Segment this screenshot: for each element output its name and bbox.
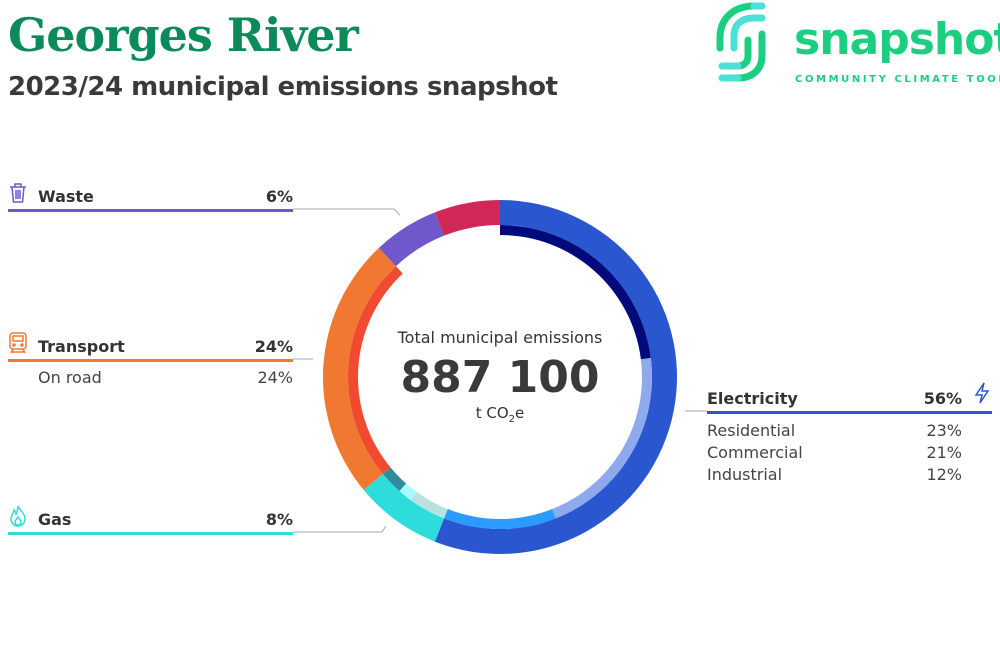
waste-connector: [293, 208, 401, 216]
category-percent: 6%: [265, 187, 293, 206]
unit-subscript: 2: [508, 414, 516, 425]
total-unit: t CO2e: [380, 404, 620, 425]
category-electricity: Electricity 56% Residential 23% Commercia…: [707, 382, 992, 486]
trash-icon: [10, 183, 26, 203]
page-subtitle: 2023/24 municipal emissions snapshot: [8, 72, 558, 102]
subcategory-row: On road 24%: [8, 367, 293, 389]
donut-subslice-gas-1: [399, 483, 417, 500]
category-bar: [8, 209, 293, 212]
donut-subslice-electricity-commercial: [552, 357, 652, 519]
subcategory-percent: 12%: [926, 465, 962, 484]
category-waste: Waste 6%: [8, 182, 293, 212]
subcategory-name: On road: [38, 368, 102, 387]
donut-slice-transport: [323, 247, 396, 490]
category-bar: [8, 532, 293, 535]
category-percent: 24%: [254, 337, 293, 356]
subcategory-percent: 24%: [257, 368, 293, 387]
donut-subslice-electricity-industrial: [444, 509, 556, 530]
snapshot-logo: snapshot COMMUNITY CLIMATE TOOL: [714, 0, 1000, 90]
flame-icon: [10, 505, 26, 527]
subcategory-row: Residential 23%: [707, 420, 992, 442]
donut-subslice-transport-on-road: [347, 266, 403, 474]
donut-subslice-gas-0: [410, 491, 448, 519]
donut-subslice-gas-2: [382, 467, 407, 492]
subcategory-name: Commercial: [707, 443, 803, 462]
category-name: Gas: [38, 510, 72, 529]
category-percent: 8%: [265, 510, 293, 529]
subcategory-percent: 23%: [926, 421, 962, 440]
subcategory-row: Industrial 12%: [707, 464, 992, 486]
subcategory-name: Residential: [707, 421, 796, 440]
total-value: 887 100: [400, 352, 600, 403]
category-gas: Gas 8%: [8, 505, 293, 535]
unit-text: t CO: [475, 404, 509, 422]
train-icon: [9, 332, 27, 354]
subcategory-row: Commercial 21%: [707, 442, 992, 464]
lightning-icon: [974, 382, 990, 404]
fingerprint-logo-icon: [716, 2, 766, 82]
category-name: Electricity: [707, 389, 798, 408]
page-title: Georges River: [8, 8, 359, 62]
gas-connector: [293, 525, 387, 533]
category-bar: [8, 359, 293, 362]
subcategory-percent: 21%: [926, 443, 962, 462]
logo-wordmark: snapshot: [794, 14, 1000, 65]
unit-suffix: e: [515, 404, 525, 422]
category-name: Transport: [38, 337, 125, 356]
donut-slice-waste: [378, 212, 445, 267]
category-bar: [707, 411, 992, 414]
total-label: Total municipal emissions: [397, 328, 603, 347]
category-transport: Transport 24% On road 24%: [8, 332, 293, 389]
donut-slice-gas: [363, 473, 445, 542]
subcategory-name: Industrial: [707, 465, 783, 484]
category-name: Waste: [38, 187, 94, 206]
donut-slice-other: [434, 200, 500, 236]
logo-tagline: COMMUNITY CLIMATE TOOL: [795, 74, 1000, 85]
donut-subslice-electricity-residential: [500, 225, 651, 360]
category-percent: 56%: [923, 389, 962, 408]
